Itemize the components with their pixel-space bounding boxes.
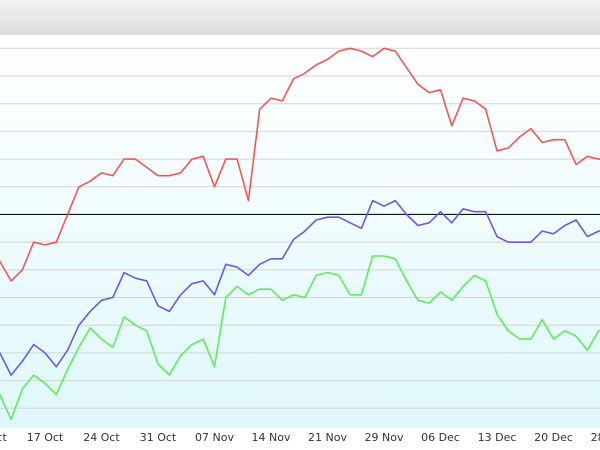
x-tick-label: 17 Oct (27, 431, 64, 444)
x-tick-label: 21 Nov (308, 431, 347, 444)
x-axis: 10 Oct 17 Oct 24 Oct 31 Oct 07 Nov 14 Nov 21 N… (0, 431, 600, 444)
x-tick-label: 14 Nov (252, 431, 291, 444)
grid (0, 47, 600, 409)
x-tick-label: 07 Nov (195, 431, 234, 444)
x-tick-label: 29 Nov (365, 431, 404, 444)
header-bar (0, 0, 600, 35)
x-tick-label: 10 Oct (0, 431, 7, 444)
x-tick-label: 31 Oct (140, 431, 177, 444)
x-tick-label: 20 Dec (534, 431, 573, 444)
x-tick-label: 24 Oct (83, 431, 120, 444)
series-line (0, 199, 600, 376)
x-tick-label: 13 Dec (478, 431, 517, 444)
series-line (0, 47, 600, 282)
plot-background (0, 35, 600, 428)
x-tick-label: 28 Dec (591, 431, 600, 444)
series-line (0, 255, 600, 421)
x-tick-label: 06 Dec (421, 431, 460, 444)
lines (0, 47, 600, 421)
